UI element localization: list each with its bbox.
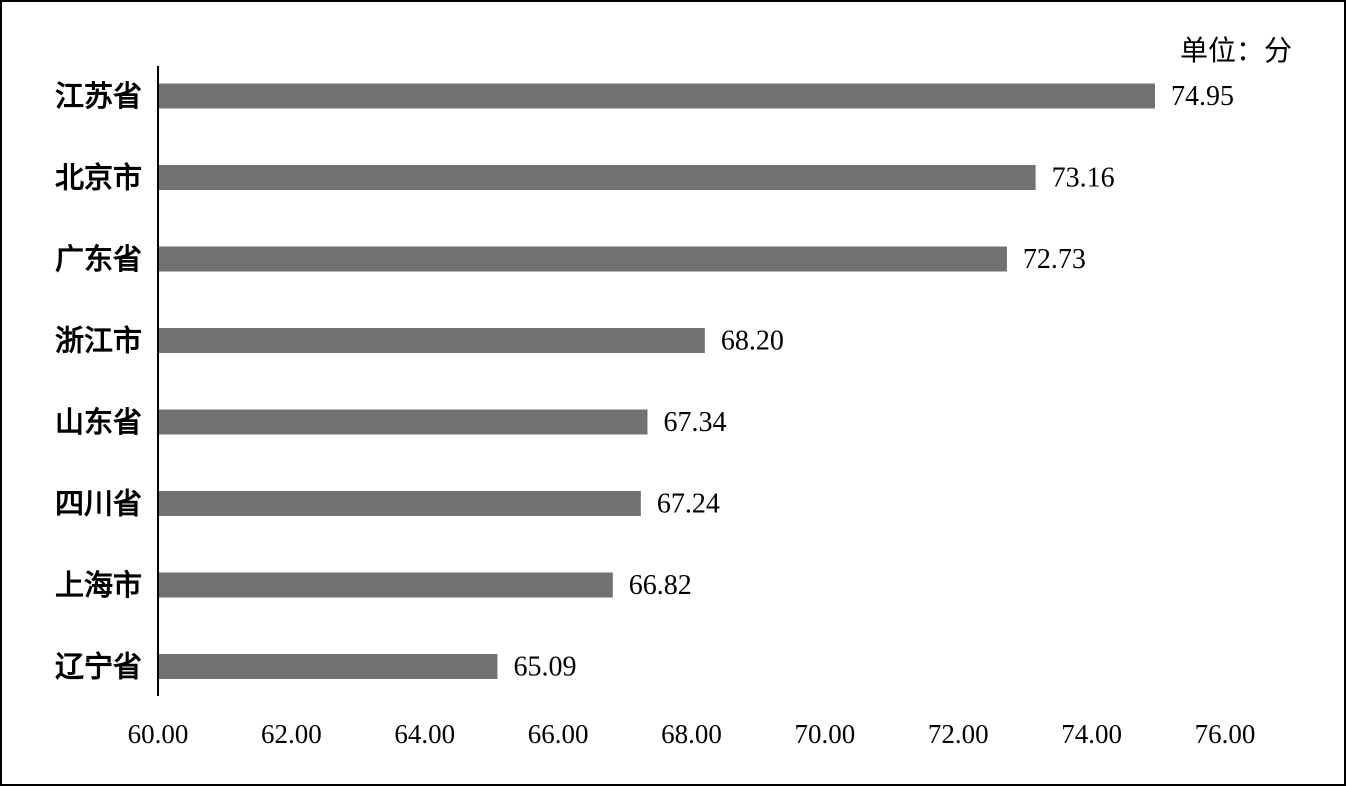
bars-group — [158, 83, 1155, 679]
x-tick-labels: 60.00 62.00 64.00 66.00 68.00 70.00 72.00 74.00… — [128, 719, 1256, 749]
value-label: 72.73 — [1023, 244, 1086, 275]
x-tick-label: 70.00 — [795, 719, 856, 749]
value-label: 67.24 — [657, 489, 720, 520]
value-label: 66.82 — [629, 570, 692, 601]
bar — [158, 165, 1036, 190]
x-tick-label: 68.00 — [661, 719, 722, 749]
bar — [158, 246, 1007, 272]
category-label: 江苏省 — [55, 79, 142, 113]
category-label: 山东省 — [55, 405, 142, 439]
x-tick-label: 76.00 — [1195, 719, 1256, 749]
value-label: 74.95 — [1171, 81, 1234, 112]
category-label: 浙江市 — [55, 324, 142, 358]
x-tick-label: 64.00 — [394, 719, 455, 749]
x-tick-label: 66.00 — [528, 719, 589, 749]
category-label: 上海市 — [55, 568, 142, 602]
category-label: 辽宁省 — [55, 650, 142, 684]
value-label: 73.16 — [1052, 163, 1115, 194]
bar — [158, 83, 1155, 109]
category-label: 北京市 — [55, 161, 142, 195]
bar — [158, 654, 498, 679]
value-labels: 74.95 73.16 72.73 68.20 67.34 67.24 66.82 65.09 — [513, 81, 1234, 683]
x-tick-label: 62.00 — [261, 719, 322, 749]
value-label: 65.09 — [513, 652, 576, 683]
unit-label: 单位：分 — [1180, 34, 1292, 67]
category-label: 广东省 — [55, 242, 142, 276]
x-tick-label: 74.00 — [1061, 719, 1122, 749]
value-label: 67.34 — [663, 407, 726, 438]
x-tick-label: 72.00 — [928, 719, 989, 749]
bar — [158, 572, 613, 598]
bar — [158, 328, 705, 353]
bar — [158, 491, 641, 516]
x-tick-label: 60.00 — [128, 719, 189, 749]
category-label: 四川省 — [55, 487, 142, 521]
value-label: 68.20 — [721, 326, 784, 357]
bar — [158, 409, 648, 435]
